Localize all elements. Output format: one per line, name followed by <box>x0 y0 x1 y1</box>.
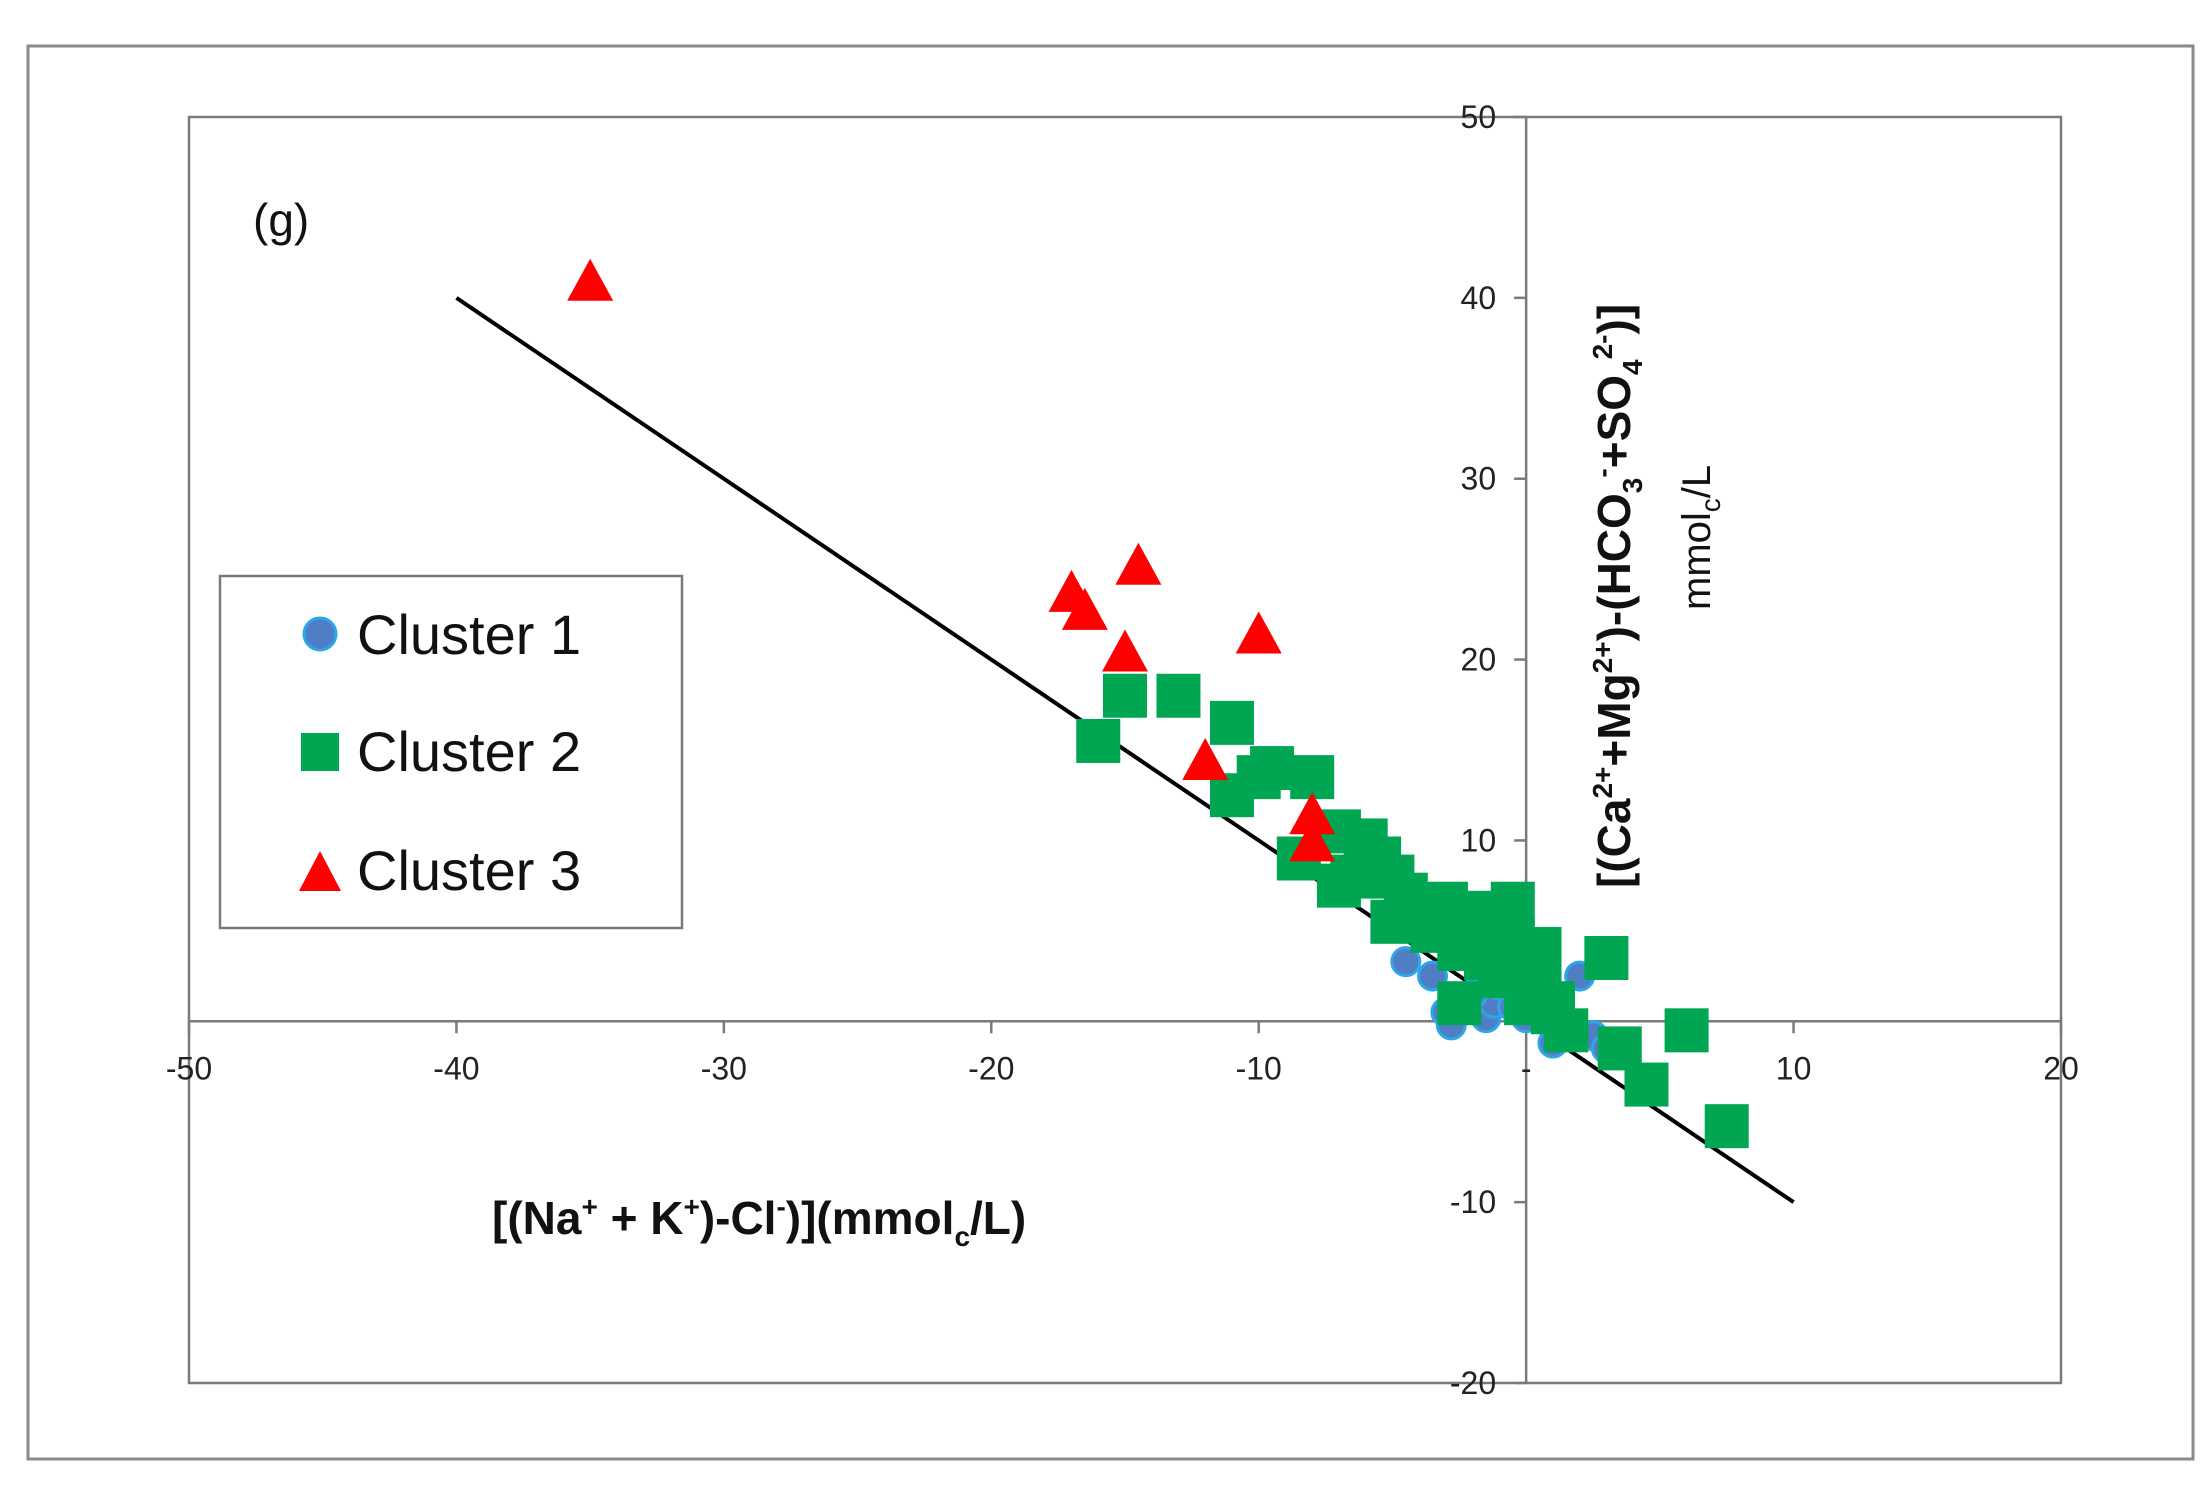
data-point-square <box>1156 673 1201 718</box>
x-tick-label: -30 <box>701 1050 747 1086</box>
data-point-triangle <box>1289 792 1336 835</box>
panel-label: (g) <box>253 194 309 246</box>
data-point-square <box>1664 1008 1709 1053</box>
x-tick-label: -40 <box>433 1050 479 1086</box>
data-point-square <box>1250 746 1295 791</box>
legend-box <box>218 574 684 930</box>
legend-label-cluster-2: Cluster 2 <box>357 720 581 783</box>
x-tick-label: -10 <box>1236 1050 1282 1086</box>
y-axis-label-line1: [(Ca2++Mg2+)-(HCO3-+SO42-)] <box>1587 304 1648 888</box>
data-point-triangle <box>1289 819 1336 862</box>
x-tick-label: 10 <box>1776 1050 1812 1086</box>
x-tick-label: -50 <box>166 1050 212 1086</box>
y-tick-label: 40 <box>1461 280 1497 316</box>
data-point-triangle <box>1182 738 1229 781</box>
legend: Cluster 1 Cluster 2 Cluster 3 <box>218 574 684 930</box>
y-tick-label: 10 <box>1461 822 1497 858</box>
legend-label-cluster-3: Cluster 3 <box>357 839 581 902</box>
data-point-triangle <box>1061 587 1108 630</box>
data-point-triangle <box>1115 542 1162 585</box>
data-point-square <box>1076 718 1121 763</box>
data-point-triangle <box>1235 611 1282 654</box>
legend-marker-cluster-3 <box>299 851 341 891</box>
y-tick-label: -20 <box>1450 1365 1496 1401</box>
data-point-square <box>1517 926 1562 971</box>
axes-group <box>187 115 2063 1385</box>
legend-marker-cluster-2 <box>301 733 339 771</box>
data-point-triangle <box>1102 629 1148 672</box>
data-point-square <box>1316 863 1361 908</box>
data-point-square <box>1490 881 1535 926</box>
y-tick-label: 20 <box>1461 642 1497 678</box>
y-axis-label: [(Ca2++Mg2+)-(HCO3-+SO42-)] mmolc/L <box>1587 304 1726 888</box>
data-point-square <box>1530 990 1575 1035</box>
data-point-triangle <box>567 258 614 301</box>
y-tick-label: 50 <box>1461 99 1497 135</box>
data-point-square <box>1624 1062 1669 1107</box>
legend-label-cluster-1: Cluster 1 <box>357 603 581 666</box>
data-points <box>567 258 1749 1149</box>
data-point-square <box>1704 1104 1749 1149</box>
x-tick-label: - <box>1521 1050 1532 1086</box>
x-tick-label: 20 <box>2043 1050 2079 1086</box>
x-tick-labels: -50 -40 -30 -20 -10-10 20 <box>166 1050 2079 1086</box>
y-tick-labels: -20 -10 10 20 30 40 50 <box>1450 99 1496 1401</box>
data-point-square <box>1209 700 1254 745</box>
y-tick-label: -10 <box>1450 1184 1496 1220</box>
legend-marker-cluster-1 <box>302 616 338 652</box>
data-point-square <box>1437 981 1482 1026</box>
series-cluster-3 <box>567 258 1336 862</box>
data-point-square <box>1584 935 1629 980</box>
data-point-square <box>1103 673 1147 718</box>
x-axis-label: [(Na+ + K+)-Cl-)](mmolc/L) <box>492 1191 1026 1252</box>
x-tick-label: -20 <box>968 1050 1014 1086</box>
data-point-square <box>1290 755 1335 800</box>
y-axis-label-line2: mmolc/L <box>1675 465 1726 610</box>
y-tick-label: 30 <box>1461 461 1497 497</box>
data-point-circle <box>1390 946 1422 978</box>
